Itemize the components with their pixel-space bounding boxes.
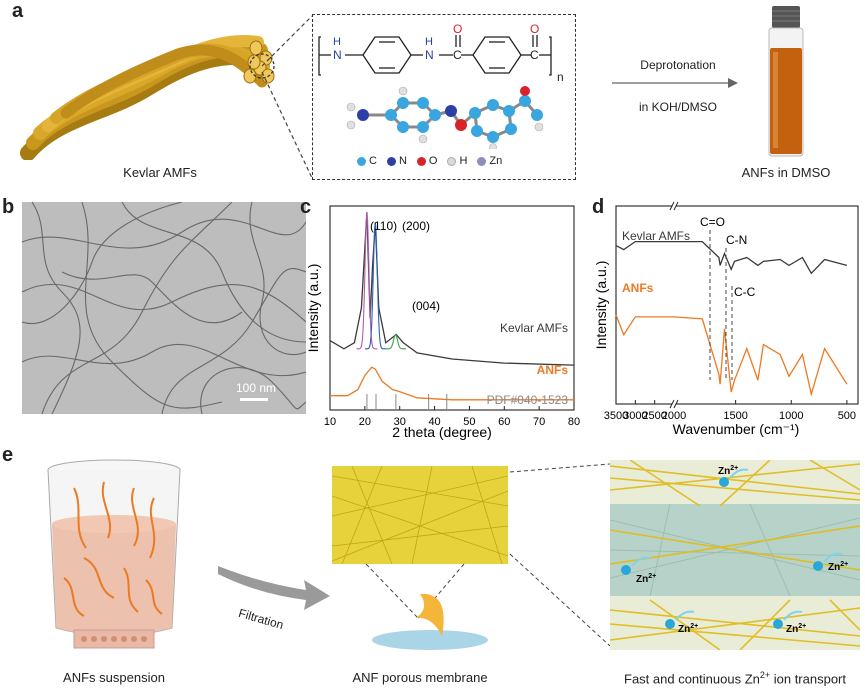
formula-c1: C <box>453 48 462 62</box>
ftir-y-axis-label: Intensity (a.u.) <box>593 261 609 350</box>
zn-ion-label-1: Zn2+ <box>718 465 738 477</box>
molecular-structure-box: H N H N C O C O n C N O H Zn <box>312 14 576 180</box>
deprotonation-label: Deprotonation <box>640 58 716 72</box>
xrd-x-tick-label: 40 <box>428 416 440 428</box>
panel-a-label: a <box>12 0 24 22</box>
deprotonation-arrow <box>612 78 738 88</box>
band-cn-label: C-N <box>726 233 747 247</box>
ftir-x-axis-label: Wavenumber (cm⁻¹) <box>673 421 800 437</box>
zn-ion-label-3: Zn2+ <box>828 561 848 573</box>
xrd-y-axis-label: Intensity (a.u.) <box>305 264 321 353</box>
ftir-x-tick-label: 3000 <box>623 410 647 422</box>
ftir-x-tick-label: 500 <box>838 410 856 422</box>
ftir-x-tick-label: 1000 <box>779 410 803 422</box>
xrd-fit-peak-1 <box>364 222 386 350</box>
atom-legend: C N O H Zn <box>357 155 557 167</box>
tem-image: 100 nm <box>22 202 306 414</box>
peak-110-label: (110) <box>370 219 397 233</box>
legend-item-n: N <box>386 155 407 167</box>
anf-vial <box>768 6 804 157</box>
anf-membrane-caption: ANF porous membrane <box>352 670 488 685</box>
zn-ion-label-2: Zn2+ <box>636 573 656 585</box>
xrd-kevlar-label: Kevlar AMFs <box>500 321 568 335</box>
formula-n1: N <box>333 48 342 62</box>
xrd-x-tick-label: 20 <box>359 416 371 428</box>
formula-o2: O <box>530 22 539 36</box>
legend-item-h: H <box>447 155 467 167</box>
formula-n2: N <box>425 48 434 62</box>
xrd-series-1 <box>330 366 574 401</box>
panel-c-label: c <box>300 196 312 218</box>
atom-h-dot <box>447 156 457 166</box>
peak-200-label: (200) <box>402 219 430 233</box>
atom-c-dot <box>357 156 366 166</box>
band-co-label: C=O <box>700 215 725 229</box>
ftir-x-tick-label: 1500 <box>723 410 747 422</box>
xrd-chart: 10 20 30 40 50 60 70 80 2 theta (degree) Intens… <box>305 205 580 440</box>
panel-d-label: d <box>592 196 605 218</box>
transport-zoom-lines <box>509 463 611 647</box>
chemical-formula: H N H N C O C O n <box>318 22 564 84</box>
anf-membrane-block <box>332 466 508 564</box>
xrd-x-tick-label: 10 <box>324 416 336 428</box>
atom-zn-dot <box>477 156 487 166</box>
formula-subscript-n: n <box>557 70 564 84</box>
scale-bar-label: 100 nm <box>236 381 276 395</box>
xrd-x-tick-label: 30 <box>394 416 406 428</box>
xrd-anf-label: ANFs <box>537 363 569 377</box>
panel-e-label: e <box>2 444 14 466</box>
xrd-reference-label: PDF#040-1523 <box>487 393 569 407</box>
xrd-x-tick-label: 80 <box>568 416 580 428</box>
xrd-x-tick-label: 70 <box>533 416 545 428</box>
zn-ion-label-5: Zn2+ <box>786 623 806 635</box>
formula-h1: H <box>333 36 341 48</box>
formula-o1: O <box>453 22 462 36</box>
atom-n-dot <box>386 156 396 166</box>
peak-004-label: (004) <box>412 299 440 313</box>
anf-suspension-beaker <box>47 459 181 649</box>
ftir-kevlar-label: Kevlar AMFs <box>622 229 690 243</box>
legend-item-o: O <box>416 155 437 167</box>
ion-transport-caption: Fast and continuous Zn2+ ion transport <box>624 670 846 687</box>
ball-stick-model <box>346 86 543 149</box>
panel-b-label: b <box>2 196 15 218</box>
ion-transport-illustration: Zn2+ Zn2+ Zn2+ Zn2+ Zn2+ <box>610 460 860 650</box>
xrd-fit-peak-2 <box>385 333 406 350</box>
zn-ion-label-4: Zn2+ <box>678 623 698 635</box>
xrd-x-axis-label: 2 theta (degree) <box>392 424 492 440</box>
band-cc-label: C-C <box>734 285 756 299</box>
koh-dmso-label: in KOH/DMSO <box>638 100 717 114</box>
atom-o-dot <box>416 156 426 166</box>
ftir-anf-label: ANFs <box>622 281 654 295</box>
ftir-series-0 <box>615 240 848 275</box>
kevlar-amfs-caption: Kevlar AMFs <box>123 165 197 180</box>
xrd-series-0 <box>329 212 575 366</box>
formula-h2: H <box>425 36 433 48</box>
anfs-suspension-caption: ANFs suspension <box>63 670 165 685</box>
kevlar-fiber-bundle <box>20 35 275 160</box>
membrane-flake <box>372 593 488 650</box>
ftir-x-tick-label: 3500 <box>604 410 628 422</box>
zoom-connector-lines <box>261 15 313 179</box>
ftir-x-tick-label: 2500 <box>642 410 666 422</box>
xrd-fit-peak-0 <box>356 212 378 350</box>
xrd-x-tick-label: 50 <box>463 416 475 428</box>
legend-item-zn: Zn <box>477 155 502 167</box>
filtration-arrow <box>218 566 330 610</box>
xrd-x-tick-label: 60 <box>498 416 510 428</box>
formula-c2: C <box>530 48 539 62</box>
anfs-in-dmso-caption: ANFs in DMSO <box>741 165 831 180</box>
ftir-series-1 <box>615 314 848 397</box>
legend-item-c: C <box>357 155 377 167</box>
ftir-x-tick-label: 2000 <box>662 410 686 422</box>
